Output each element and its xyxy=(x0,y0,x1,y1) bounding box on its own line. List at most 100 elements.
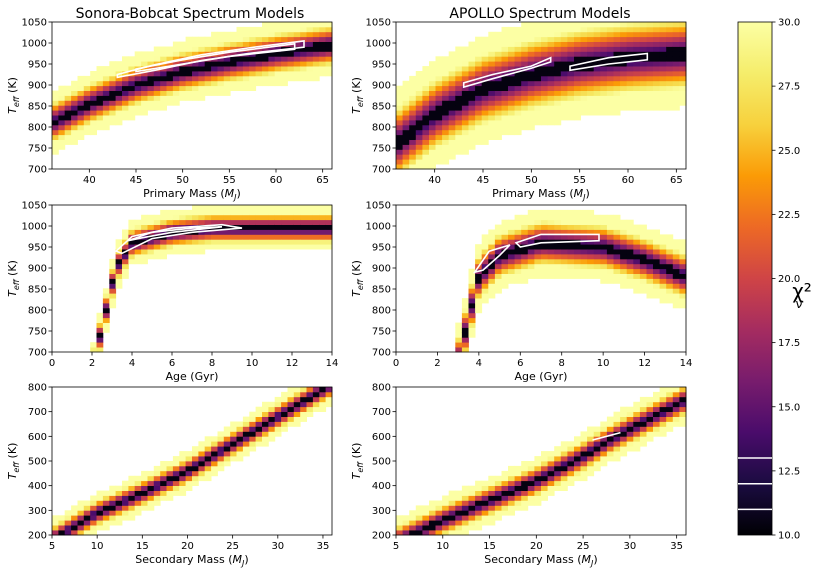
heatmap-cell xyxy=(659,66,667,72)
heatmap-cell xyxy=(172,249,180,255)
heatmap-cell xyxy=(128,105,136,111)
heatmap-cell xyxy=(83,110,91,116)
heatmap-cell xyxy=(580,475,588,482)
heatmap-cell xyxy=(415,149,423,155)
heatmap-cell xyxy=(64,129,72,136)
heatmap-cell xyxy=(211,234,218,240)
heatmap-cell xyxy=(293,396,301,403)
heatmap-cell xyxy=(547,263,555,270)
heatmap-cell xyxy=(606,416,614,422)
heatmap-cell xyxy=(514,46,522,52)
heatmap-cell xyxy=(429,144,436,150)
y-tick-label: 750 xyxy=(372,144,391,155)
heatmap-cell xyxy=(230,51,237,57)
heatmap-cell xyxy=(639,105,647,111)
heatmap-cell xyxy=(613,95,621,101)
heatmap-cell xyxy=(672,46,680,52)
heatmap-cell xyxy=(274,431,282,437)
heatmap-cell xyxy=(409,85,417,91)
heatmap-cell xyxy=(639,436,647,442)
heatmap-cell xyxy=(475,124,483,131)
heatmap-cell xyxy=(96,525,104,531)
heatmap-cell xyxy=(306,31,314,38)
heatmap-cell xyxy=(461,85,469,91)
heatmap-cell xyxy=(52,139,59,145)
heatmap-cell xyxy=(422,505,430,511)
heatmap-cell xyxy=(402,80,410,87)
heatmap-cell xyxy=(541,80,548,87)
heatmap-cell xyxy=(494,239,502,245)
heatmap-cell xyxy=(593,85,601,91)
heatmap-cell xyxy=(160,239,167,245)
heatmap-cell xyxy=(620,26,628,33)
heatmap-cell xyxy=(580,71,588,77)
heatmap-cell xyxy=(633,239,641,245)
heatmap-cell xyxy=(508,244,515,250)
heatmap-cell xyxy=(268,56,276,62)
heatmap-cell xyxy=(494,475,502,482)
heatmap-cell xyxy=(422,75,430,82)
heatmap-cell xyxy=(534,100,542,106)
heatmap-cell xyxy=(255,224,263,230)
heatmap-cell xyxy=(268,66,276,72)
heatmap-cell xyxy=(514,75,522,82)
heatmap-cell xyxy=(236,80,244,87)
heatmap-cell xyxy=(521,278,529,284)
heatmap-cell xyxy=(198,446,206,452)
heatmap-cell xyxy=(620,426,628,432)
heatmap-cell xyxy=(534,90,542,96)
heatmap-cell xyxy=(653,293,660,299)
heatmap-cell xyxy=(620,446,628,452)
heatmap-cell xyxy=(306,244,314,250)
heatmap-cell xyxy=(659,268,667,274)
heatmap-cell xyxy=(109,515,117,521)
heatmap-cell xyxy=(560,219,568,225)
heatmap-cell xyxy=(574,90,581,96)
heatmap-cell xyxy=(659,85,667,91)
heatmap-cell xyxy=(600,436,608,442)
heatmap-cell xyxy=(481,520,489,526)
y-tick-label: 900 xyxy=(372,81,391,92)
heatmap-cell xyxy=(211,219,218,225)
heatmap-cell xyxy=(217,451,225,457)
heatmap-cell xyxy=(262,61,269,67)
heatmap-cell xyxy=(481,85,489,91)
heatmap-cell xyxy=(312,66,320,72)
heatmap-cell xyxy=(236,431,244,437)
heatmap-cell xyxy=(217,90,225,96)
heatmap-cell xyxy=(514,124,522,131)
heatmap-cell xyxy=(262,229,269,235)
heatmap-cell xyxy=(185,485,193,491)
heatmap-cell xyxy=(319,26,327,33)
heatmap-cell xyxy=(646,229,654,235)
heatmap-cell xyxy=(115,66,123,72)
heatmap-cell xyxy=(514,229,522,235)
heatmap-cell xyxy=(236,41,244,47)
heatmap-cell xyxy=(442,80,450,87)
heatmap-cell xyxy=(475,495,483,501)
heatmap-cell xyxy=(587,441,595,447)
x-axis-label: Age (Gyr) xyxy=(166,370,219,383)
heatmap-cell xyxy=(185,456,193,462)
heatmap-cell xyxy=(300,209,307,216)
heatmap-cell xyxy=(554,36,562,42)
heatmap-cell xyxy=(223,31,231,38)
heatmap-cell xyxy=(448,525,456,531)
heatmap-cell xyxy=(547,485,555,491)
heatmap-cell xyxy=(587,254,595,260)
heatmap-cell xyxy=(560,485,568,491)
heatmap-cell xyxy=(274,66,282,72)
heatmap-cell xyxy=(481,56,489,62)
heatmap-cell xyxy=(115,120,123,126)
heatmap-cell xyxy=(236,205,244,211)
heatmap-cell xyxy=(96,105,104,111)
heatmap-cell xyxy=(429,139,436,145)
heatmap-cell xyxy=(488,263,496,270)
heatmap-cell xyxy=(255,421,263,427)
heatmap-cell xyxy=(58,124,66,131)
heatmap-cell xyxy=(64,105,72,111)
heatmap-cell xyxy=(402,110,410,116)
heatmap-cell xyxy=(461,95,469,101)
heatmap-cell xyxy=(83,525,91,531)
heatmap-cell xyxy=(90,342,97,348)
